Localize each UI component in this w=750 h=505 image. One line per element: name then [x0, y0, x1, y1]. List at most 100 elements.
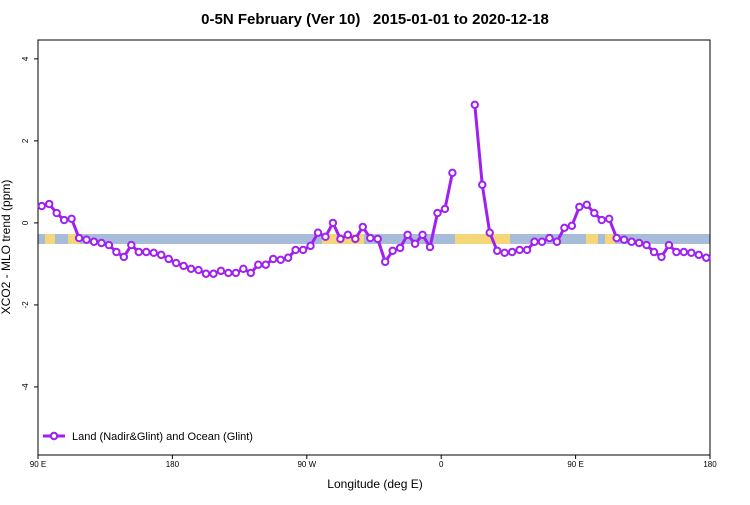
y-tick-label: 4 — [21, 56, 30, 61]
data-point — [545, 233, 554, 243]
data-point — [351, 234, 360, 244]
data-point — [575, 202, 584, 212]
data-point — [612, 233, 621, 243]
y-tick-label: 2 — [21, 138, 30, 143]
x-tick-label: 90 E — [567, 460, 583, 469]
data-point — [485, 228, 494, 237]
x-tick-label: 180 — [166, 460, 180, 469]
data-point — [97, 238, 106, 248]
data-point — [634, 238, 644, 248]
data-point — [67, 214, 76, 223]
data-point — [590, 208, 599, 218]
data-point — [567, 221, 577, 230]
data-point — [343, 230, 353, 239]
data-point — [45, 199, 54, 209]
data-point — [52, 208, 61, 218]
data-point — [179, 261, 188, 271]
data-point — [418, 230, 427, 239]
data-point — [328, 218, 338, 228]
data-point — [104, 240, 114, 250]
data-point — [522, 245, 532, 255]
data-point — [298, 245, 308, 255]
data-point — [507, 247, 517, 257]
data-point — [448, 168, 457, 178]
data-point — [515, 245, 524, 255]
data-point — [672, 247, 681, 257]
data-point — [224, 268, 233, 278]
data-point — [470, 100, 479, 109]
data-point — [552, 237, 562, 246]
data-point — [194, 265, 203, 275]
data-point — [694, 250, 703, 260]
data-point — [216, 266, 226, 276]
data-point — [321, 232, 330, 242]
data-point — [381, 257, 390, 267]
data-point — [149, 248, 158, 258]
data-point — [336, 234, 345, 244]
data-point — [530, 237, 539, 246]
data-point — [82, 235, 91, 244]
x-tick-label: 180 — [703, 460, 717, 469]
data-point — [642, 240, 651, 250]
x-tick-label: 90 W — [297, 460, 316, 469]
data-point — [246, 268, 256, 278]
data-point — [127, 240, 136, 250]
data-point — [410, 239, 420, 249]
data-point — [687, 248, 696, 258]
data-point — [619, 235, 629, 244]
y-tick-label: -4 — [21, 383, 30, 391]
data-point — [627, 237, 636, 246]
y-tick-label: -2 — [21, 301, 30, 309]
data-point — [209, 269, 218, 278]
plot-frame — [37, 39, 711, 456]
data-point — [171, 258, 181, 268]
data-point — [142, 247, 151, 257]
data-point — [59, 215, 69, 225]
y-axis-label: XCO2 - MLO trend (ppm) — [0, 180, 13, 315]
data-point — [306, 241, 315, 251]
data-point — [313, 228, 323, 237]
data-point — [664, 240, 674, 250]
legend-label: Land (Nadir&Glint) and Ocean (Glint) — [72, 431, 253, 443]
data-point — [597, 215, 606, 225]
data-point — [537, 237, 547, 246]
data-point — [157, 250, 166, 260]
y-tick-label: 0 — [21, 220, 30, 225]
data-point — [366, 233, 375, 243]
data-point — [261, 260, 270, 269]
data-point — [493, 246, 502, 255]
legend-marker — [49, 431, 59, 441]
data-point — [358, 222, 367, 232]
data-point — [440, 204, 450, 214]
data-point — [395, 243, 405, 253]
data-point — [37, 201, 46, 211]
data-point — [89, 237, 99, 246]
data-point — [119, 252, 129, 262]
data-point — [649, 247, 659, 257]
data-point — [403, 230, 412, 239]
chart-title: 0-5N February (Ver 10) 2015-01-01 to 202… — [201, 11, 549, 28]
data-point — [254, 260, 263, 269]
data-point — [201, 269, 211, 278]
data-point — [164, 254, 173, 264]
data-point — [425, 242, 435, 252]
data-point — [283, 253, 293, 262]
x-tick-label: 0 — [439, 460, 444, 469]
data-point — [74, 233, 84, 243]
x-axis-label: Longitude (deg E) — [327, 477, 422, 491]
data-point — [239, 264, 248, 274]
data-point — [291, 245, 300, 255]
data-point — [231, 268, 241, 278]
data-point — [560, 223, 569, 233]
data-point — [478, 180, 487, 189]
data-point — [500, 248, 509, 258]
data-point — [134, 247, 144, 257]
data-point — [433, 208, 442, 218]
data-point — [657, 252, 666, 262]
data-point — [373, 234, 382, 244]
data-point — [112, 247, 121, 257]
data-point — [186, 264, 196, 274]
data-point — [388, 246, 397, 255]
data-point — [702, 253, 711, 262]
